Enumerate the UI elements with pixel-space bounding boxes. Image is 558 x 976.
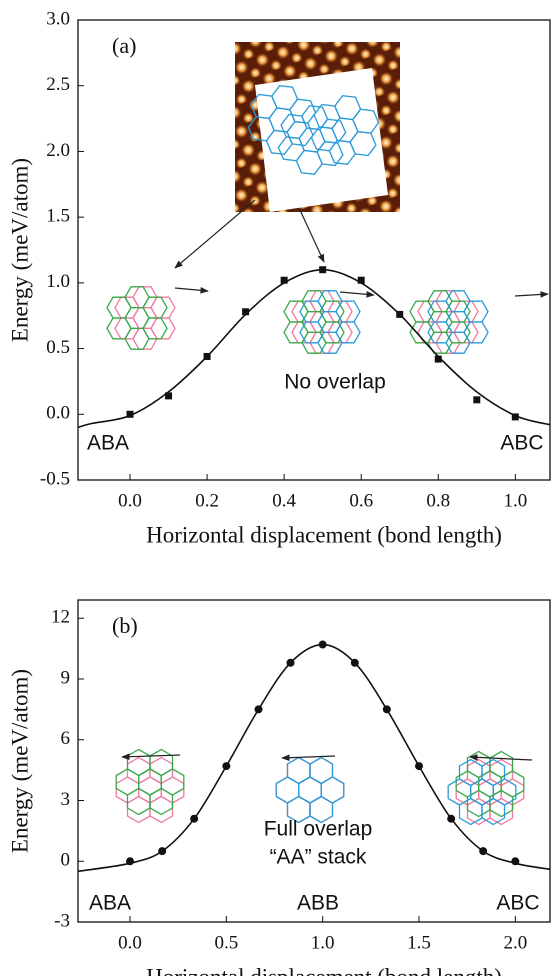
data-point [357,276,365,284]
y-axis-label: Energy (meV/atom) [7,158,32,342]
lattice-hex [319,300,345,323]
stm-inset [235,42,400,212]
lattice-hex [463,300,489,323]
annotation: ABC [496,892,539,915]
lattice-hex [320,776,345,804]
annotation: ABC [500,432,543,455]
arrows [121,199,549,762]
y-tick-label: 6 [61,728,71,749]
x-tick-label: 1.0 [311,932,335,953]
annotation: (a) [112,33,136,58]
plot-frame [77,599,551,923]
x-tick-label: 0.4 [272,490,296,511]
lattice-hex [142,296,168,319]
fit-curve [77,268,551,429]
annotation: ABA [89,892,131,915]
inset-lattice [106,85,525,826]
y-axis-label: Energy (meV/atom) [7,669,32,853]
lattice-hex [500,770,525,798]
y-tick-label: 0.5 [46,337,70,358]
lattice-hex [335,300,361,323]
y-tick-label: 12 [51,607,70,628]
fit-curve [77,643,551,873]
data-point [280,276,288,284]
data-point [165,392,173,400]
y-tick-label: 2.0 [46,140,70,161]
lattice-hex [150,296,176,319]
y-tick-label: 9 [61,667,71,688]
annotation: ABB [297,892,339,915]
lattice-hex [289,98,317,124]
data-point [473,396,481,404]
y-tick-label: 2.5 [46,74,70,95]
data-point [511,413,519,421]
annotation: ABA [87,432,129,455]
x-tick-label: 0.0 [118,490,142,511]
x-tick-label: 0.6 [349,490,373,511]
x-tick-label: 2.0 [503,932,527,953]
annotation: (b) [112,613,138,638]
lattice-hex [445,300,471,323]
y-tick-label: 0 [61,850,71,871]
y-tick-label: 3 [61,789,71,810]
y-tick-label: 0.0 [46,403,70,424]
lattice-hex [286,756,311,785]
x-axis-label: Horizontal displacement (bond length) [146,522,502,547]
data-point [434,355,442,363]
data-point [242,308,250,316]
x-tick-label: 1.0 [503,490,527,511]
y-tick-label: 3.0 [46,8,70,29]
annotation: No overlap [284,371,386,394]
x-tick-label: 1.5 [407,932,431,953]
y-tick-label: -3 [54,910,70,931]
lattice-hex [492,778,517,806]
y-tick-label: 1.0 [46,271,70,292]
x-tick-label: 0.2 [195,490,219,511]
annotation: “AA” stack [270,846,367,869]
y-tick-label: -0.5 [40,468,70,489]
lattice-hex [319,118,347,144]
plot-frame [77,19,551,481]
y-tick-label: 1.5 [46,206,70,227]
data-point [126,410,134,418]
annotation: Full overlap [264,818,373,841]
lattice-hex [352,108,380,134]
x-tick-label: 0.5 [214,932,238,953]
x-axis-label: Horizontal displacement (bond length) [146,964,502,976]
x-tick-label: 0.8 [426,490,450,511]
lattice-hex [160,768,185,796]
x-tick-label: 0.0 [118,932,142,953]
